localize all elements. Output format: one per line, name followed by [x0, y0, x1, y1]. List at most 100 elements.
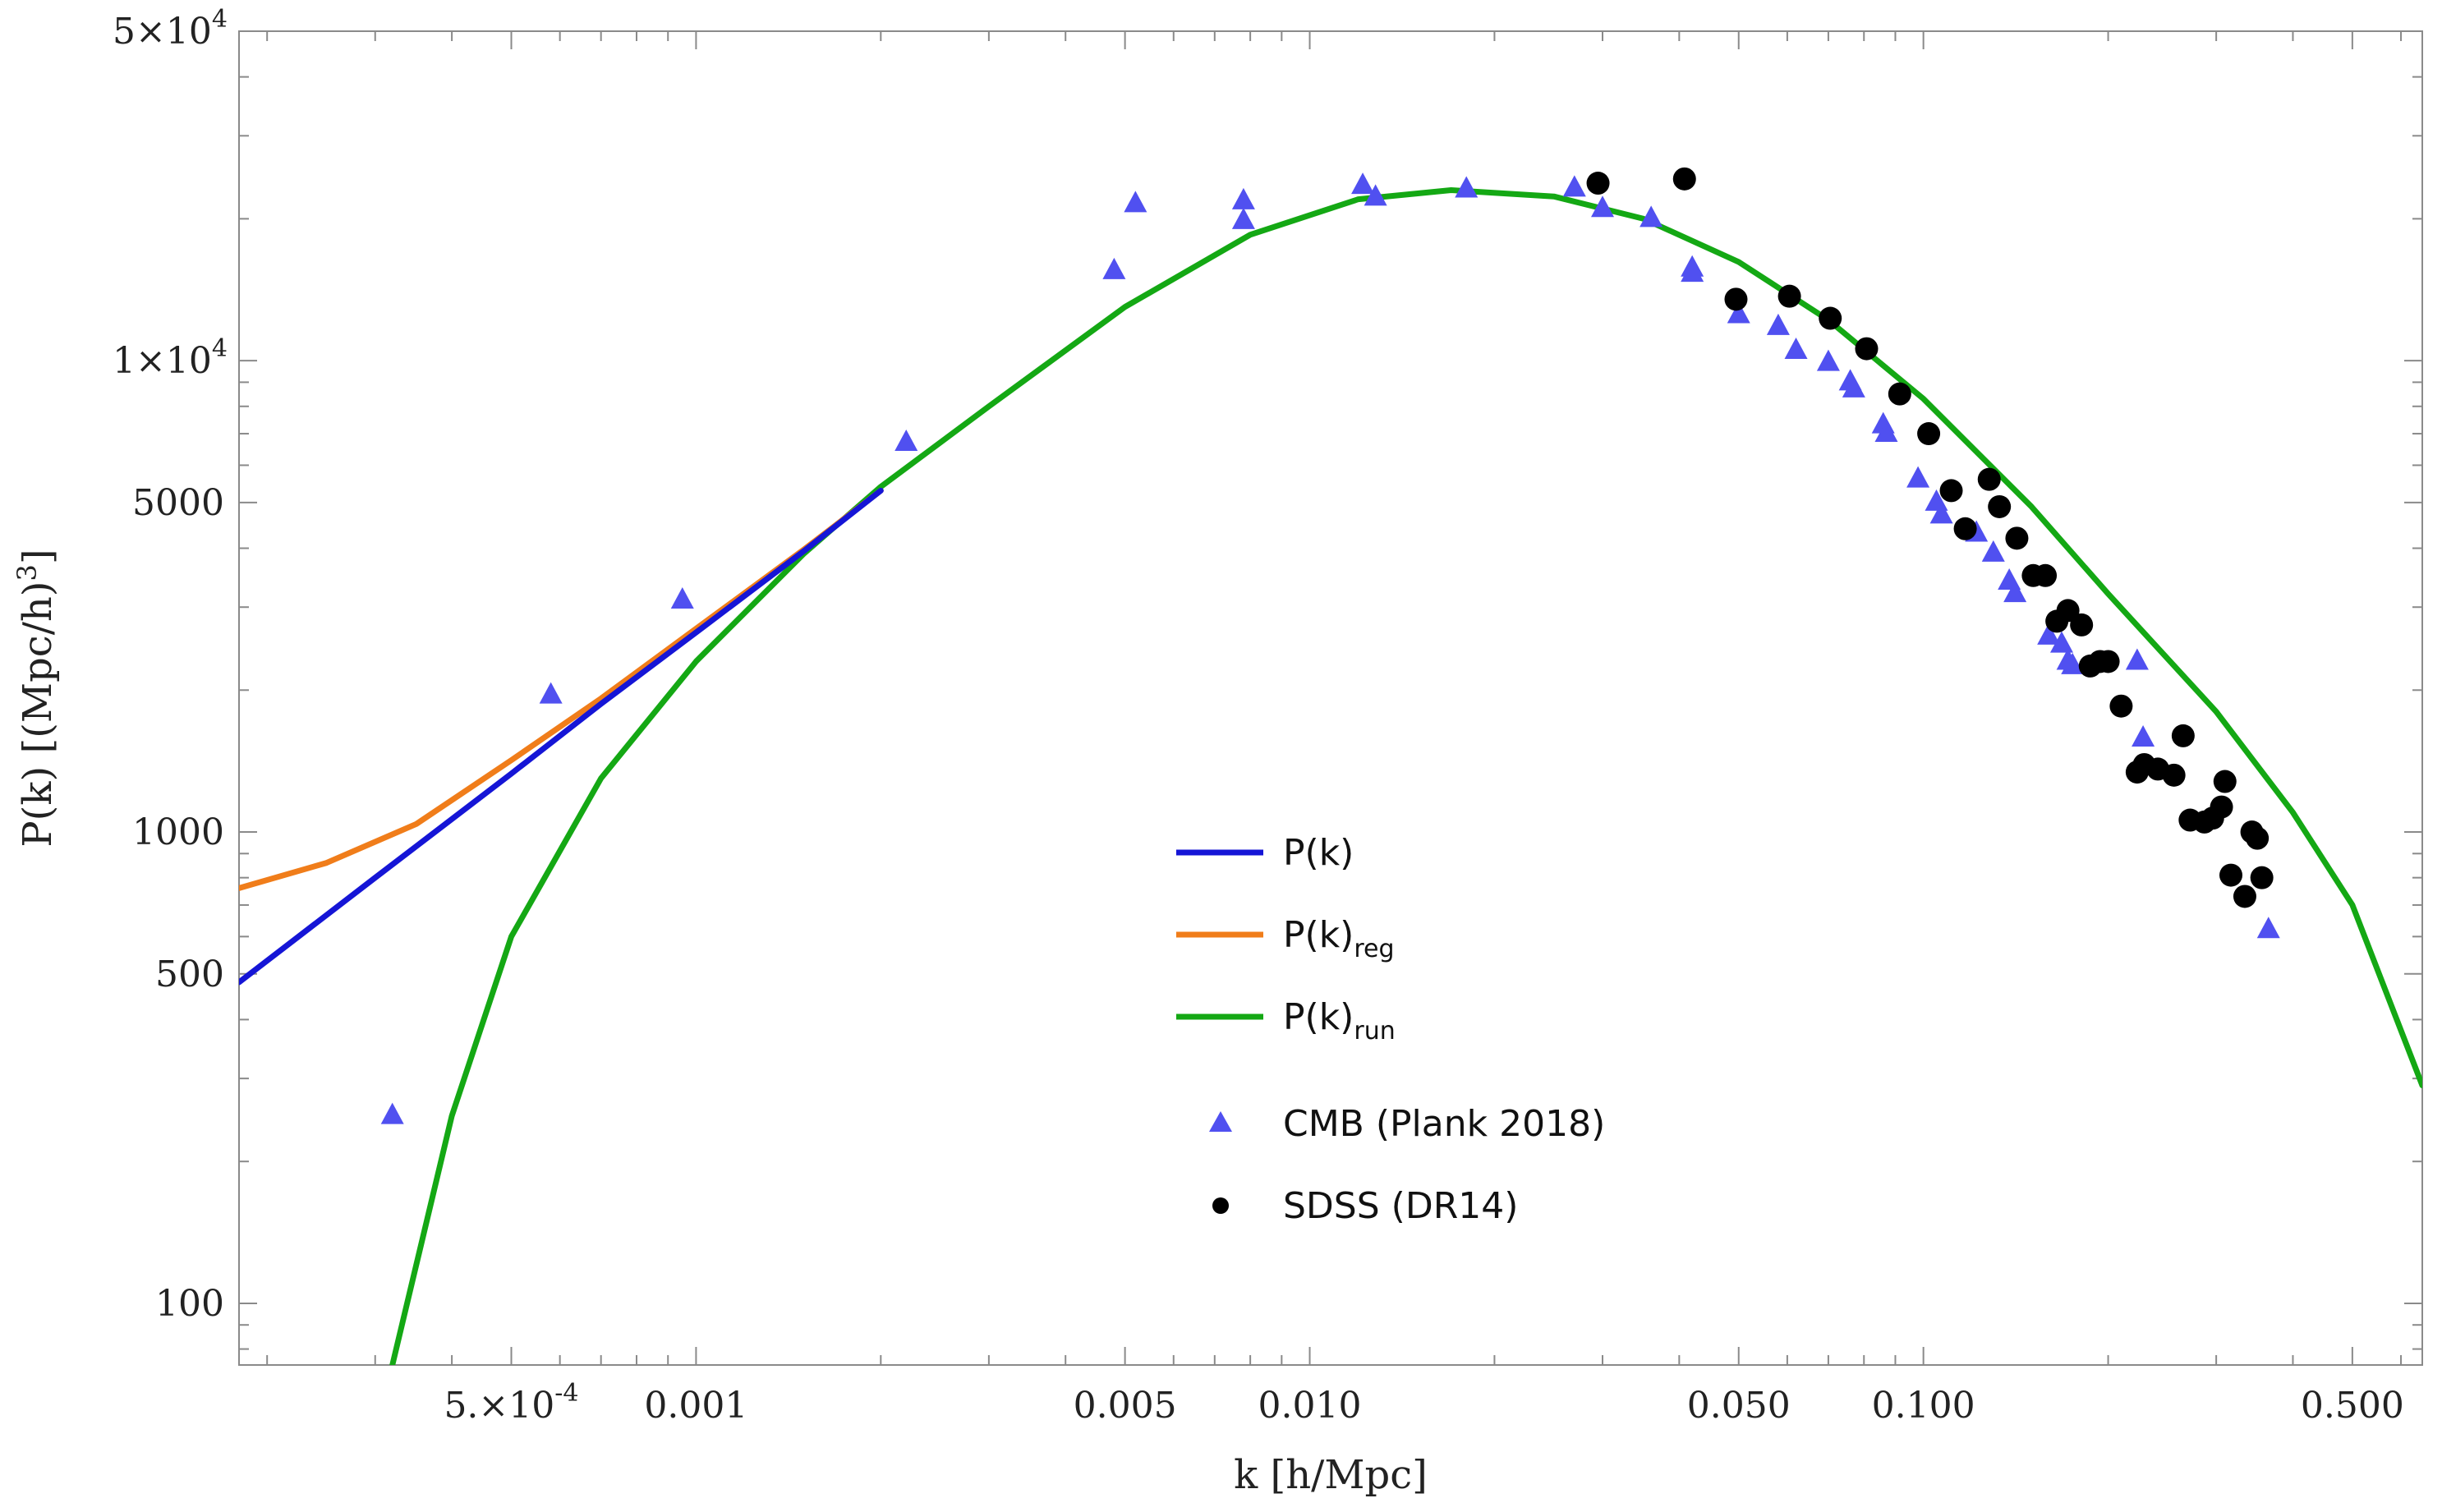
y-axis-title-sup: 3	[11, 564, 43, 581]
x-tick-label: 0.500	[2301, 1385, 2404, 1427]
cmb-point	[2061, 652, 2085, 674]
y-axis-title-tail: ]	[15, 549, 61, 564]
sdss-point	[1917, 422, 1941, 446]
y-tick-label: 5000	[132, 482, 224, 524]
y-tick-label-times: ×	[136, 11, 166, 53]
cmb-point	[2037, 623, 2061, 645]
sdss-point	[1888, 382, 1911, 406]
sdss-point	[1953, 517, 1977, 540]
y-tick-label-exp: 4	[212, 334, 228, 363]
x-tick-label: 0.005	[1074, 1385, 1177, 1427]
cmb-point	[539, 682, 563, 704]
sdss-point	[2246, 826, 2270, 850]
series-line	[239, 487, 884, 986]
x-tick-label-base: 10	[508, 1385, 554, 1427]
sdss-point	[1586, 172, 1610, 195]
sdss-point	[1777, 284, 1801, 308]
cmb-point	[2132, 725, 2155, 747]
sdss-point	[2250, 866, 2274, 889]
sdss-point	[1724, 287, 1748, 311]
y-tick-label: 1×104	[113, 334, 228, 382]
y-tick-label-base: 10	[166, 340, 212, 382]
legend-label: SDSS (DR14)	[1283, 1185, 1518, 1227]
y-tick-label-exp: 4	[212, 5, 228, 34]
x-tick-label: 0.010	[1258, 1385, 1362, 1427]
legend-swatch-triangle	[1209, 1111, 1232, 1132]
x-tick-label-exp: -4	[554, 1379, 578, 1408]
sdss-point	[1977, 467, 2001, 491]
sdss-point	[1939, 479, 1963, 503]
legend-label: P(k)run	[1283, 996, 1396, 1046]
cmb-point	[1681, 260, 1704, 283]
x-axis-title: k [h/Mpc]	[1234, 1452, 1428, 1498]
plot-frame	[238, 30, 2423, 1366]
series-lines	[239, 187, 2422, 1365]
cmb-point	[1351, 172, 1375, 195]
cmb-point	[1364, 184, 1387, 206]
sdss-point	[2109, 694, 2133, 718]
sdss-point	[2070, 613, 2094, 637]
y-tick-label: 100	[155, 1283, 224, 1325]
y-tick-label-mantissa: 5	[113, 11, 136, 53]
cmb-point	[1727, 301, 1750, 324]
cmb-point	[670, 587, 694, 609]
y-axis-title-main: P(k) [(Mpc/h)	[15, 581, 61, 847]
legend-label-sub: reg	[1354, 935, 1394, 963]
legend-label-main: P(k)	[1283, 996, 1354, 1038]
legend-swatch-dot	[1212, 1197, 1229, 1214]
legend-label-main: P(k)	[1283, 832, 1354, 874]
cmb-point	[2049, 631, 2073, 653]
y-tick-label: 500	[155, 954, 224, 995]
cmb-point	[1590, 195, 1614, 218]
legend-label-main: P(k)	[1283, 914, 1354, 956]
cmb-point	[1906, 466, 1930, 488]
cmb-point	[1639, 205, 1663, 227]
svg-text:P(k) [(Mpc/h)3]: P(k) [(Mpc/h)3]	[11, 549, 61, 847]
sdss-point	[1672, 167, 1696, 191]
cmb-point	[2003, 581, 2027, 603]
cmb-point	[1102, 257, 1126, 279]
sdss-point	[1819, 306, 1842, 330]
legend-label: CMB (Plank 2018)	[1283, 1103, 1605, 1145]
sdss-point	[2210, 795, 2233, 819]
legend-label-sub: run	[1354, 1017, 1395, 1046]
series-line	[389, 187, 2422, 1365]
cmb-point	[1874, 421, 1898, 443]
sdss-point	[2056, 599, 2080, 623]
axis-tick-labels: 5.×10-4 0.001 0.005 0.010 0.050 0.100 0.500 100…	[113, 5, 2404, 1427]
sdss-point	[2096, 650, 2120, 673]
cmb-point	[2256, 917, 2280, 939]
sdss-point	[2213, 770, 2237, 793]
y-tick-label-base: 10	[166, 11, 212, 53]
series-markers	[380, 167, 2280, 1124]
cmb-point	[1231, 187, 1255, 209]
sdss-point	[2171, 724, 2195, 747]
x-tick-label: 0.001	[644, 1385, 747, 1427]
sdss-point	[1855, 337, 1879, 361]
sdss-point	[2005, 526, 2029, 550]
cmb-point	[1455, 176, 1479, 198]
y-tick-label-times: ×	[136, 340, 166, 382]
x-tick-label: 0.050	[1687, 1385, 1791, 1427]
cmb-point	[1231, 207, 1255, 229]
x-tick-label: 0.100	[1872, 1385, 1975, 1427]
sdss-point	[2219, 863, 2243, 887]
cmb-point	[1124, 191, 1147, 213]
cmb-point	[2125, 648, 2149, 670]
y-tick-label: 1000	[132, 811, 224, 853]
cmb-point	[1784, 337, 1808, 359]
cmb-point	[894, 429, 918, 451]
cmb-point	[1562, 175, 1586, 197]
cmb-point	[1766, 313, 1790, 335]
cmb-point	[1816, 349, 1840, 371]
cmb-point	[1842, 375, 1865, 398]
y-tick-label: 5×104	[113, 5, 228, 53]
cmb-point	[380, 1102, 404, 1124]
sdss-point	[1988, 494, 2012, 518]
cmb-point	[1929, 502, 1953, 524]
x-tick-label: 5.×10-4	[444, 1379, 578, 1427]
sdss-point	[2233, 885, 2256, 908]
